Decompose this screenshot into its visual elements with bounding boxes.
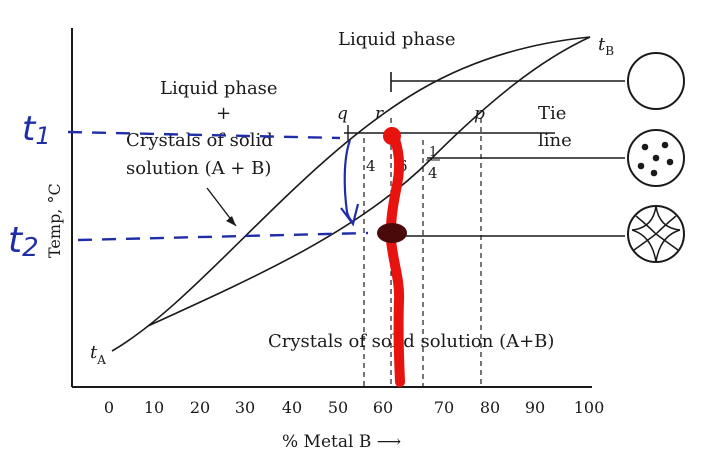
- red-marker-top-blob: [383, 127, 401, 145]
- nuclei-circle-icon: [627, 129, 685, 187]
- liquidus-curve: [111, 36, 591, 352]
- mixed-region-arrowhead: [226, 216, 236, 226]
- region-solid: Crystals of solid solution (A+B): [268, 331, 554, 352]
- cooling-arrowhead: [340, 203, 360, 227]
- solidus-curve: [147, 36, 591, 327]
- end-ta: tA: [90, 342, 106, 367]
- t1-label: t1: [22, 109, 51, 150]
- y-axis-label: Temp, °C: [45, 183, 64, 258]
- frac-left: 4: [366, 157, 376, 175]
- t1-annotation: t1: [22, 109, 341, 150]
- point-q: q: [337, 104, 348, 124]
- x-tick-10: 10: [144, 398, 164, 417]
- x-tick-100: 100: [574, 398, 605, 417]
- x-tick-80: 80: [480, 398, 500, 417]
- grain-circle-icon: [627, 205, 685, 263]
- liquid-circle-icon: [627, 52, 685, 110]
- tie-label-1: Tie: [538, 103, 566, 124]
- region-mixed-2: +: [216, 103, 231, 124]
- dark-marker-blob: [377, 223, 407, 243]
- frac-right-num: 1: [429, 145, 437, 160]
- x-tick-40: 40: [282, 398, 302, 417]
- t1-dashed-line: [67, 130, 341, 140]
- region-liquid: Liquid phase: [338, 29, 456, 50]
- tie-label-2: line: [538, 130, 572, 151]
- x-tick-0: 0: [104, 398, 114, 417]
- t2-annotation: t2: [8, 220, 369, 263]
- t2-dashed-line: [77, 231, 369, 242]
- point-r: r: [375, 104, 384, 124]
- t2-label: t2: [8, 220, 39, 263]
- x-axis-label: % Metal B ⟶: [282, 432, 401, 452]
- end-tb: tB: [598, 34, 614, 58]
- x-tick-50: 50: [328, 398, 348, 417]
- cooling-arrow: [343, 139, 355, 224]
- x-tick-labels: 0 10 20 30 40 50 60 70 80 90 100: [104, 398, 604, 417]
- x-tick-70: 70: [434, 398, 454, 417]
- region-mixed-4: solution (A + B): [126, 158, 271, 179]
- point-p: p: [474, 104, 485, 124]
- frac-right-den: 4: [428, 164, 438, 182]
- x-tick-20: 20: [190, 398, 210, 417]
- dashed-guides: [363, 118, 482, 387]
- x-tick-90: 90: [525, 398, 545, 417]
- region-mixed-1: Liquid phase: [160, 78, 278, 99]
- x-tick-60: 60: [373, 398, 393, 417]
- x-tick-30: 30: [235, 398, 255, 417]
